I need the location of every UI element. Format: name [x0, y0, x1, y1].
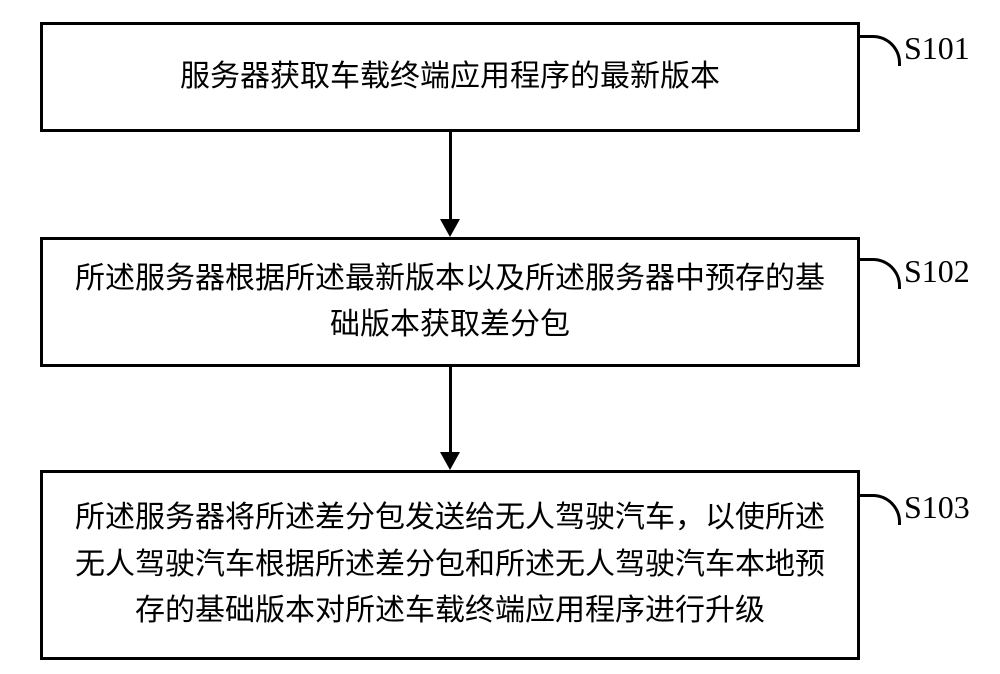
- flow-step-s103: 所述服务器将所述差分包发送给无人驾驶汽车，以使所述无人驾驶汽车根据所述差分包和所…: [40, 470, 860, 660]
- connector-s101-s102-head: [440, 219, 460, 237]
- step-label-s102: S102: [904, 253, 970, 290]
- flow-step-s101-text: 服务器获取车载终端应用程序的最新版本: [180, 54, 720, 101]
- flow-step-s102-text: 所述服务器根据所述最新版本以及所述服务器中预存的基础版本获取差分包: [63, 256, 837, 349]
- flow-step-s102: 所述服务器根据所述最新版本以及所述服务器中预存的基础版本获取差分包: [40, 237, 860, 367]
- label-connector-s102: [860, 258, 901, 289]
- step-label-s101: S101: [904, 30, 970, 67]
- connector-s102-s103-line: [449, 367, 452, 452]
- flow-step-s103-text: 所述服务器将所述差分包发送给无人驾驶汽车，以使所述无人驾驶汽车根据所述差分包和所…: [63, 495, 837, 635]
- label-connector-s103: [860, 494, 901, 525]
- flowchart-canvas: 服务器获取车载终端应用程序的最新版本 S101 所述服务器根据所述最新版本以及所…: [0, 0, 1000, 674]
- label-connector-s101: [860, 35, 901, 66]
- connector-s101-s102-line: [449, 132, 452, 219]
- step-label-s103: S103: [904, 489, 970, 526]
- flow-step-s101: 服务器获取车载终端应用程序的最新版本: [40, 22, 860, 132]
- connector-s102-s103-head: [440, 452, 460, 470]
